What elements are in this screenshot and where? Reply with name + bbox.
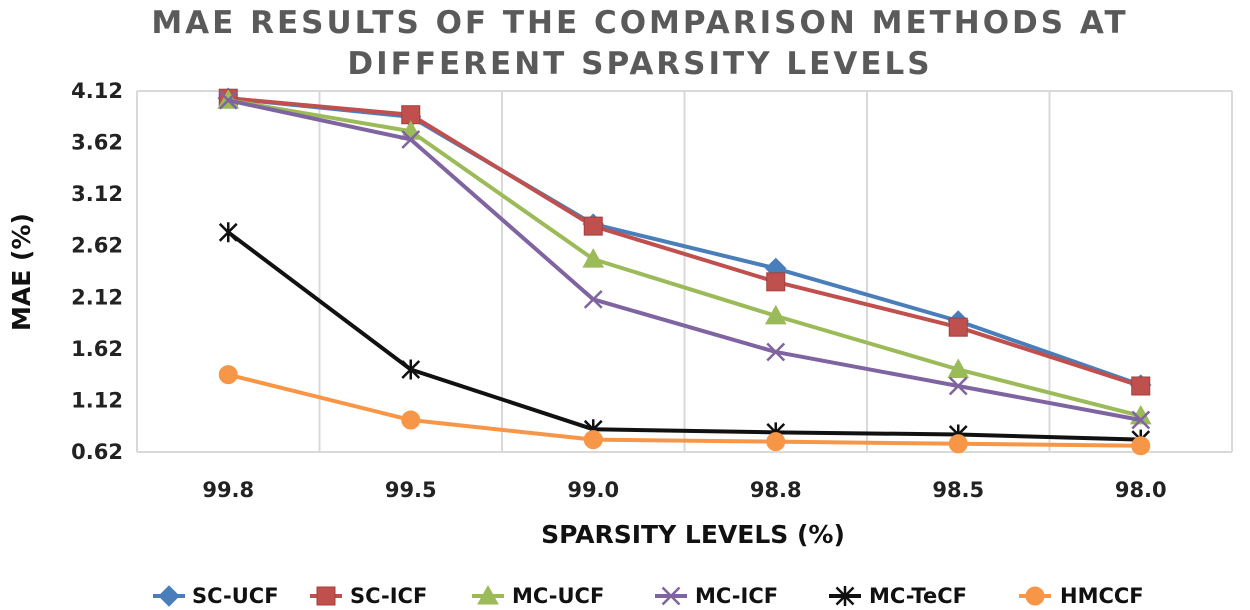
data-point-sc-icf: [1131, 376, 1151, 396]
legend-item-sc-icf: SC-ICF: [310, 584, 427, 608]
legend-label: HMCCF: [1060, 584, 1144, 608]
data-point-mc-ucf: [947, 358, 970, 378]
data-point-mc-ucf: [582, 248, 605, 268]
legend-label: SC-UCF: [192, 584, 279, 608]
data-point-hmccf: [1131, 436, 1151, 456]
series-line-hmccf: [227, 372, 1141, 448]
y-tick-label: 2.12: [71, 285, 123, 309]
data-point-mc-tecf: [218, 222, 238, 243]
data-point-mc-icf: [1131, 410, 1151, 430]
legend-item-hmccf: HMCCF: [1019, 584, 1144, 608]
data-point-mc-tecf: [401, 359, 421, 380]
legend-label: MC-UCF: [512, 584, 604, 608]
tick-labels: 99.8 99.5 99.0 98.8 98.5 98.0 0.62 1.12 1.62 2.12…: [71, 79, 1166, 502]
data-point-mc-icf: [218, 90, 238, 110]
data-point-mc-icf: [583, 289, 603, 309]
legend-label: MC-ICF: [695, 584, 778, 608]
series-hmccf: [218, 365, 1151, 456]
series-line-sc-icf: [228, 96, 1142, 388]
y-tick-label: 4.12: [71, 79, 123, 103]
data-point-mc-ucf: [764, 304, 787, 325]
y-tick-label: 2.62: [71, 234, 123, 258]
data-point-hmccf: [401, 410, 421, 430]
y-axis-title: MAE (%): [7, 213, 36, 331]
data-point-sc-icf: [583, 216, 603, 236]
y-tick-label: 0.62: [71, 440, 123, 464]
series-line-mc-ucf: [227, 98, 1142, 418]
grid-lines: [136, 90, 1233, 452]
series-sc-icf: [218, 88, 1151, 396]
data-point-hmccf: [766, 432, 786, 452]
x-axis-title: SPARSITY LEVELS (%): [541, 520, 845, 549]
y-tick-label: 3.12: [71, 182, 123, 206]
data-point-hmccf: [583, 430, 603, 450]
legend-item-sc-ucf: SC-UCF: [153, 584, 279, 608]
x-tick-label: 98.0: [1115, 478, 1167, 502]
data-point-mc-icf: [948, 376, 968, 396]
series-line-mc-icf: [227, 98, 1142, 422]
legend-swatch-marker: [1025, 586, 1045, 606]
legend-swatch-marker: [835, 586, 855, 606]
legend-swatch-marker: [477, 584, 499, 605]
data-point-hmccf: [218, 365, 238, 385]
legend-item-mc-icf: MC-ICF: [655, 584, 778, 608]
data-point-mc-icf: [401, 130, 421, 149]
legend-item-mc-ucf: MC-UCF: [472, 584, 604, 608]
series-line-mc-tecf: [227, 230, 1141, 442]
legend-label: SC-ICF: [350, 584, 427, 608]
x-tick-label: 99.5: [385, 478, 437, 502]
series-mc-icf: [218, 90, 1151, 430]
x-tick-label: 98.8: [750, 478, 802, 502]
chart-title-line-2: DIFFERENT SPARSITY LEVELS: [347, 46, 932, 82]
data-point-sc-icf: [766, 272, 786, 292]
data-point-hmccf: [948, 434, 968, 454]
legend-item-mc-tecf: MC-TeCF: [829, 584, 967, 608]
series-lines: [217, 87, 1152, 456]
y-tick-label: 1.62: [71, 337, 123, 361]
legend-swatch-marker: [661, 586, 681, 606]
y-tick-label: 1.12: [71, 388, 123, 412]
legend-label: MC-TeCF: [869, 584, 967, 608]
y-tick-label: 3.62: [71, 131, 123, 155]
legend: SC-UCF SC-ICF MC-UCF MC-ICF MC-TeCF HMCCF: [153, 584, 1144, 608]
data-point-sc-icf: [948, 317, 968, 337]
x-tick-label: 99.0: [567, 478, 619, 502]
x-tick-label: 98.5: [932, 478, 984, 502]
data-point-mc-icf: [766, 342, 786, 362]
legend-swatch-marker: [158, 585, 180, 607]
x-tick-label: 99.8: [202, 478, 254, 502]
chart-title-line-1: MAE RESULTS OF THE COMPARISON METHODS AT: [151, 5, 1128, 41]
legend-swatch-marker: [316, 586, 336, 606]
